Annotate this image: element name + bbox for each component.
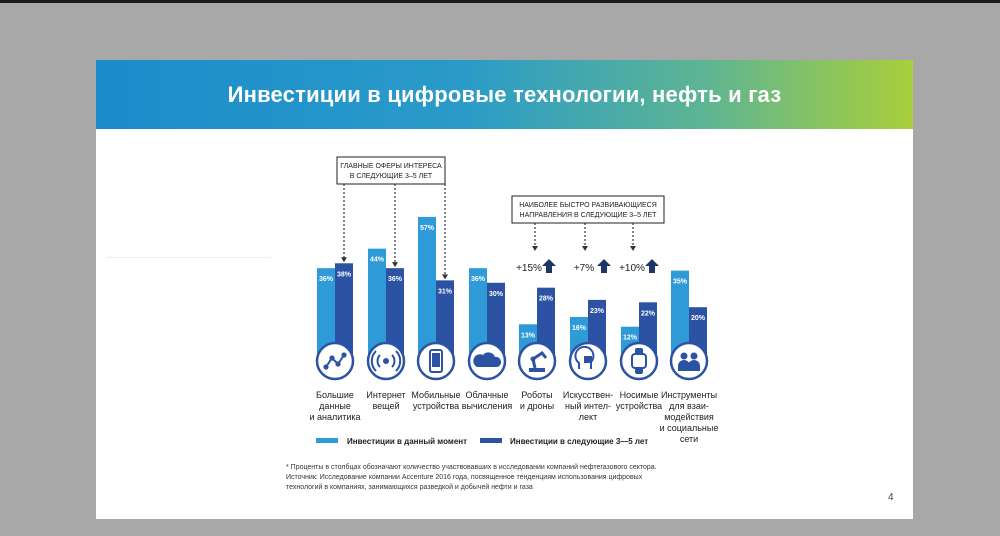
footnote: * Проценты в столбцах обозначают количес… (286, 463, 706, 493)
category-label: Интернет (366, 390, 405, 400)
category-label: Носимые (620, 390, 659, 400)
callout-fastest-text: НАПРАВЛЕНИЯ В СЛЕДУЮЩИЕ 3–5 ЛЕТ (520, 212, 658, 219)
category-label: и дроны (520, 401, 554, 411)
legend-label-future: Инвестиции в следующие 3—5 лет (510, 437, 648, 446)
data-label: 13% (521, 332, 536, 339)
data-label: 36% (471, 276, 486, 283)
bar-future (537, 287, 555, 356)
data-label: 30% (489, 291, 504, 298)
bar-current (469, 268, 487, 356)
growth-label: +15% (516, 263, 542, 274)
presentation-slide: Инвестиции в цифровые технологии, нефть … (96, 60, 913, 519)
bar-current (368, 248, 386, 356)
up-arrow-icon (597, 259, 611, 273)
page-number: 4 (888, 492, 894, 503)
faint-divider (106, 257, 271, 258)
arrow-head (442, 274, 448, 280)
smartphone-icon (416, 341, 456, 381)
category-label: лект (579, 412, 597, 422)
data-label: 16% (572, 325, 587, 332)
brain-chip-icon (568, 341, 608, 381)
arrow-head (630, 246, 636, 251)
callout-fastest-box (511, 195, 665, 224)
category-label: Большие (316, 390, 354, 400)
bar-future (335, 263, 353, 356)
category-label: для взаи- (669, 401, 709, 411)
legend-label-current: Инвестиции в данный момент (347, 437, 467, 446)
arrow-head (341, 257, 347, 263)
network-graph-icon (315, 341, 355, 381)
callout-fastest-text: НАИБОЛЕЕ БЫСТРО РАЗВИВАЮЩИЕСЯ (519, 202, 657, 209)
growth-label: +7% (574, 263, 594, 274)
legend-swatch-current (316, 438, 338, 443)
category-label: и социальные (660, 423, 719, 433)
slide-title: Инвестиции в цифровые технологии, нефть … (227, 81, 782, 107)
category-label: устройства (616, 401, 662, 411)
data-label: 20% (691, 315, 706, 322)
arrow-head (392, 262, 398, 268)
bar-future (436, 280, 454, 356)
people-icon (669, 341, 709, 381)
bar-current (418, 216, 436, 356)
data-label: 12% (623, 335, 638, 342)
category-label: модействия (664, 412, 714, 422)
up-arrow-icon (542, 259, 556, 273)
category-label: и аналитика (309, 412, 360, 422)
footnote-line: технологий в компаниях, занимающихся раз… (286, 484, 533, 491)
robot-arm-icon (517, 341, 557, 381)
arrow-head (582, 246, 588, 251)
title-banner (96, 60, 913, 129)
category-label: устройства (413, 401, 459, 411)
arrow-head (532, 246, 538, 251)
footnote-line: * Проценты в столбцах обозначают количес… (286, 464, 657, 471)
bar-future (487, 282, 505, 356)
bar-future (386, 268, 404, 356)
footnote-line: Источник: Исследование компании Accentur… (286, 474, 643, 481)
category-label: ный интел- (565, 401, 611, 411)
callout-interest-text: ГЛАВНЫЕ ОФЕРЫ ИНТЕРЕСА (340, 163, 442, 170)
data-label: 23% (590, 308, 605, 315)
bar-current (671, 270, 689, 356)
data-label: 38% (337, 271, 352, 278)
legend-swatch-future (480, 438, 502, 443)
category-label: вещей (372, 401, 399, 411)
bar-current (317, 268, 335, 356)
data-label: 36% (319, 276, 334, 283)
wireless-signal-icon (366, 341, 406, 381)
category-label: Искусствен- (563, 390, 613, 400)
smartwatch-icon (619, 341, 659, 381)
data-label: 44% (370, 257, 385, 264)
category-label: Роботы (521, 390, 552, 400)
category-label: Мобильные (411, 390, 460, 400)
category-label: сети (680, 434, 698, 444)
growth-label: +10% (619, 263, 645, 274)
data-label: 35% (673, 279, 688, 286)
data-label: 57% (420, 225, 435, 232)
data-label: 22% (641, 310, 656, 317)
callout-interest-box (336, 156, 446, 185)
data-label: 36% (388, 276, 403, 283)
category-label: данные (319, 401, 351, 411)
window-top-strip (0, 0, 1000, 3)
cloud-icon (467, 341, 507, 381)
up-arrow-icon (645, 259, 659, 273)
data-label: 28% (539, 296, 554, 303)
category-label: вычисления (462, 401, 513, 411)
investment-bar-chart: 36%44%57%36%13%16%12%35%38%36%31% 30%28%2… (309, 156, 719, 446)
category-label: Инструменты (661, 390, 717, 400)
data-label: 31% (438, 288, 453, 295)
category-label: Облачные (466, 390, 509, 400)
bar-future (588, 299, 606, 356)
callout-interest-text: В СЛЕДУЮЩИЕ 3–5 ЛЕТ (350, 173, 433, 180)
